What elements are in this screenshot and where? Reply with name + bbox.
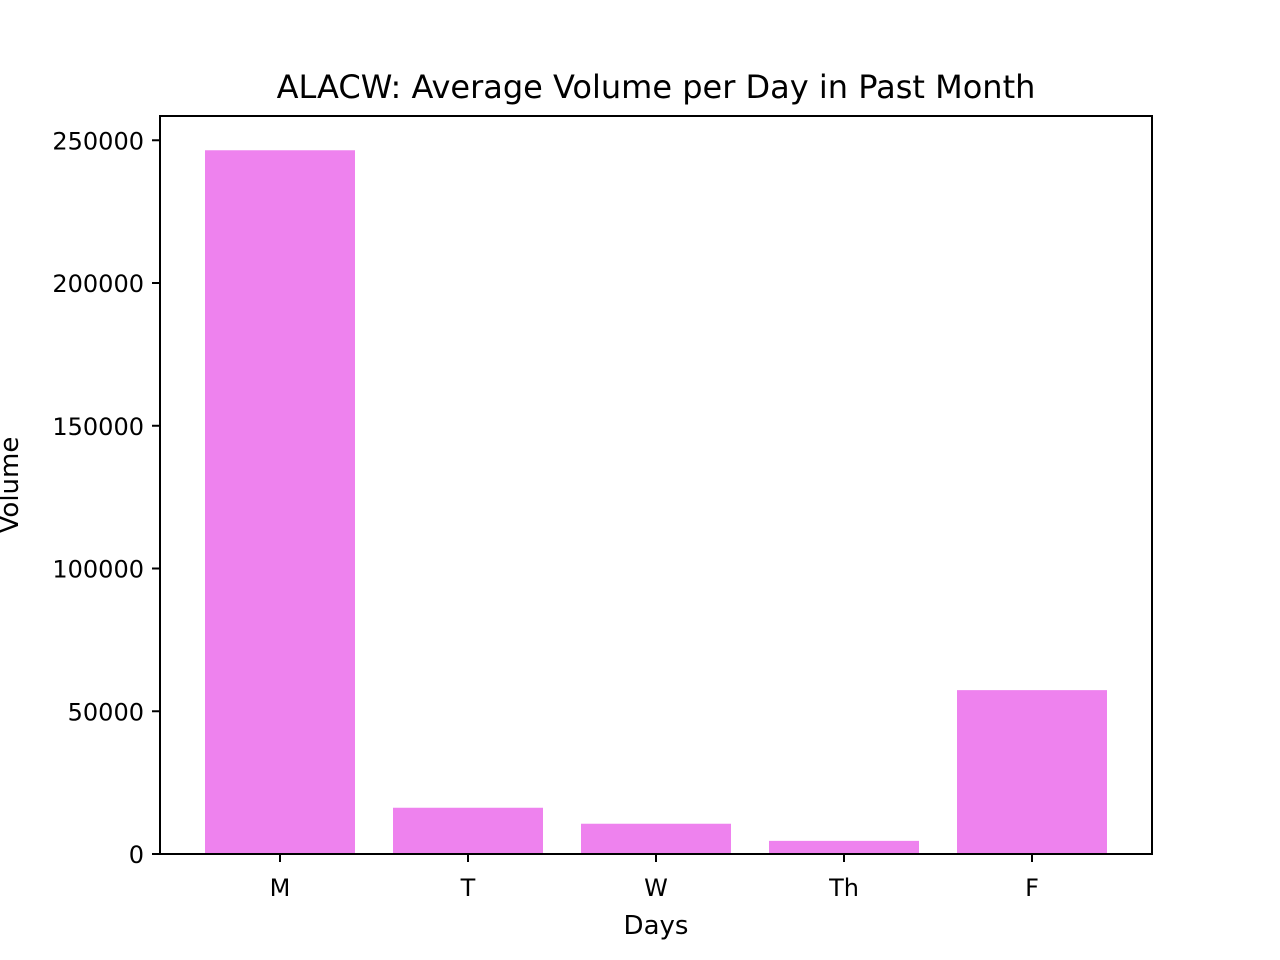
y-axis-ticks: 0 50000 100000 150000 200000 250000	[52, 127, 160, 869]
y-tick-label: 50000	[68, 698, 144, 726]
x-axis-label: Days	[624, 911, 689, 941]
x-tick-label: T	[460, 874, 476, 902]
bar-f	[957, 690, 1107, 854]
bars-group	[205, 150, 1107, 855]
bar-w	[581, 823, 731, 854]
y-axis-label: Volume	[0, 437, 25, 534]
y-tick-label: 0	[129, 841, 144, 869]
x-axis-ticks: M T W Th F	[270, 854, 1039, 902]
y-tick-label: 200000	[52, 270, 144, 298]
x-tick-label: W	[644, 874, 668, 902]
y-tick-label: 100000	[52, 556, 144, 584]
x-tick-label: F	[1025, 874, 1039, 902]
x-tick-label: M	[270, 874, 291, 902]
chart-title: ALACW: Average Volume per Day in Past Mo…	[277, 68, 1036, 106]
bar-t	[393, 807, 543, 854]
y-tick-label: 250000	[52, 127, 144, 155]
bar-th	[769, 840, 919, 854]
x-tick-label: Th	[828, 874, 859, 902]
y-tick-label: 150000	[52, 413, 144, 441]
bar-m	[205, 150, 355, 855]
